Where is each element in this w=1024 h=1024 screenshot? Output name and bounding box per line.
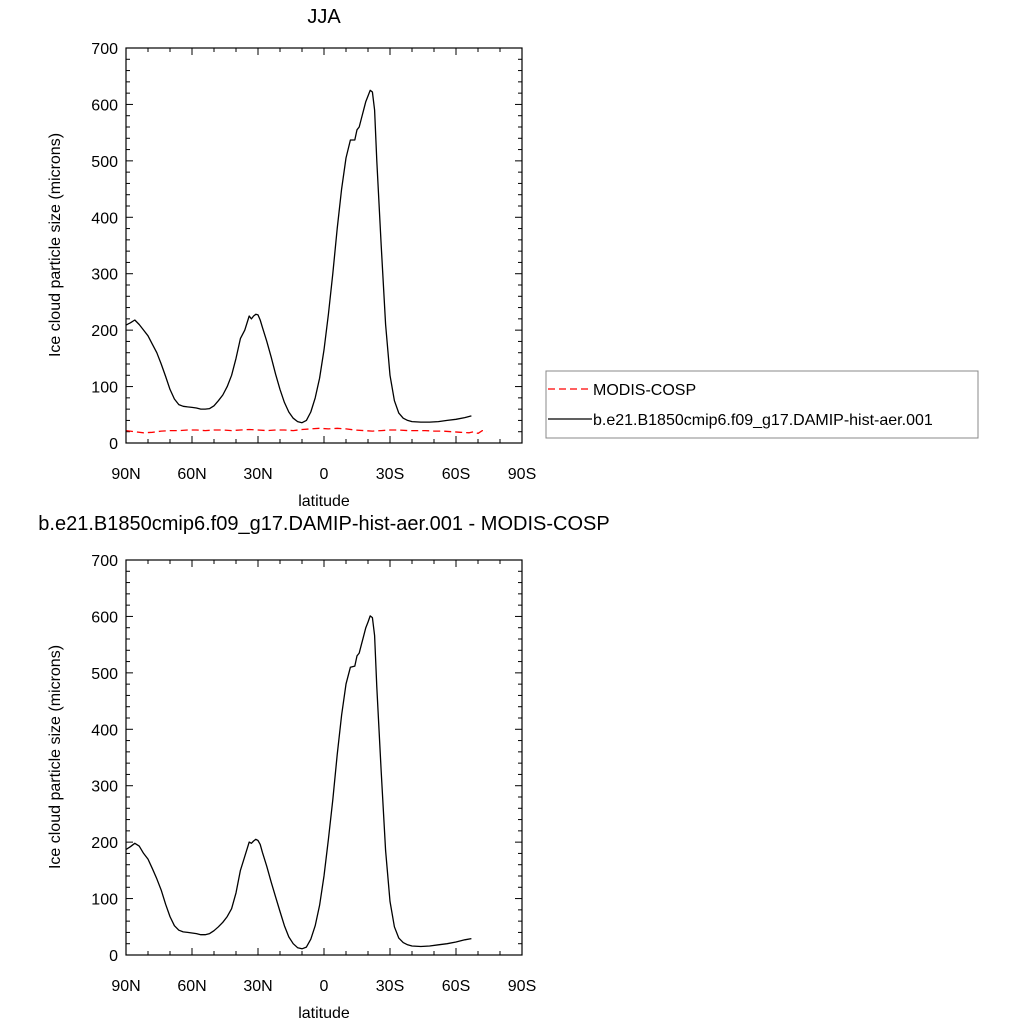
x-tick-label: 60N — [177, 978, 206, 995]
legend: MODIS-COSP b.e21.B1850cmip6.f09_g17.DAMI… — [545, 370, 979, 439]
x-tick-label: 90N — [111, 466, 140, 483]
x-tick-label: 30S — [376, 978, 404, 995]
legend-label-modis-cosp: MODIS-COSP — [593, 382, 696, 399]
y-tick-label: 200 — [91, 323, 118, 340]
y-tick-label: 100 — [91, 892, 118, 909]
y-tick-label: 100 — [91, 380, 118, 397]
x-tick-label: 60S — [442, 466, 470, 483]
x-tick-label: 30N — [243, 466, 272, 483]
series-line-difference-0 — [125, 615, 472, 950]
y-tick-label: 0 — [109, 948, 118, 965]
x-axis-label: latitude — [298, 493, 350, 510]
y-tick-label: 600 — [91, 97, 118, 114]
plot-frame — [125, 559, 523, 956]
y-tick-label: 0 — [109, 436, 118, 453]
y-tick-label: 500 — [91, 666, 118, 683]
legend-box — [545, 370, 979, 439]
x-axis-label: latitude — [298, 1005, 350, 1022]
x-tick-label: 30N — [243, 978, 272, 995]
y-tick-label: 400 — [91, 722, 118, 739]
x-tick-label: 90S — [508, 978, 536, 995]
y-axis-label: Ice cloud particle size (microns) — [47, 645, 64, 869]
series-line-modis-cosp — [125, 427, 487, 435]
x-tick-label: 90N — [111, 978, 140, 995]
y-axis-label: Ice cloud particle size (microns) — [47, 133, 64, 357]
y-tick-label: 700 — [91, 553, 118, 570]
x-tick-label: 90S — [508, 466, 536, 483]
y-tick-label: 500 — [91, 154, 118, 171]
chart-panel-bottom: b.e21.B1850cmip6.f09_g17.DAMIP-hist-aer.… — [38, 513, 609, 1022]
y-tick-label: 300 — [91, 779, 118, 796]
y-tick-label: 400 — [91, 210, 118, 227]
legend-label-model-case: b.e21.B1850cmip6.f09_g17.DAMIP-hist-aer.… — [593, 412, 933, 429]
chart-title: b.e21.B1850cmip6.f09_g17.DAMIP-hist-aer.… — [38, 513, 609, 535]
y-tick-label: 600 — [91, 609, 118, 626]
plot-frame — [125, 47, 523, 444]
x-tick-label: 60N — [177, 466, 206, 483]
series-line-b-e21-b1850cmip6-f09-g17-damip-hist-aer-001 — [125, 89, 472, 424]
y-tick-label: 200 — [91, 835, 118, 852]
chart-panel-top: JJA Ice cloud particle size (microns) la… — [47, 6, 536, 510]
chart-title: JJA — [307, 6, 341, 28]
x-tick-label: 0 — [320, 978, 329, 995]
x-tick-label: 0 — [320, 466, 329, 483]
y-tick-label: 300 — [91, 267, 118, 284]
y-tick-label: 700 — [91, 41, 118, 58]
x-tick-label: 60S — [442, 978, 470, 995]
x-tick-label: 30S — [376, 466, 404, 483]
